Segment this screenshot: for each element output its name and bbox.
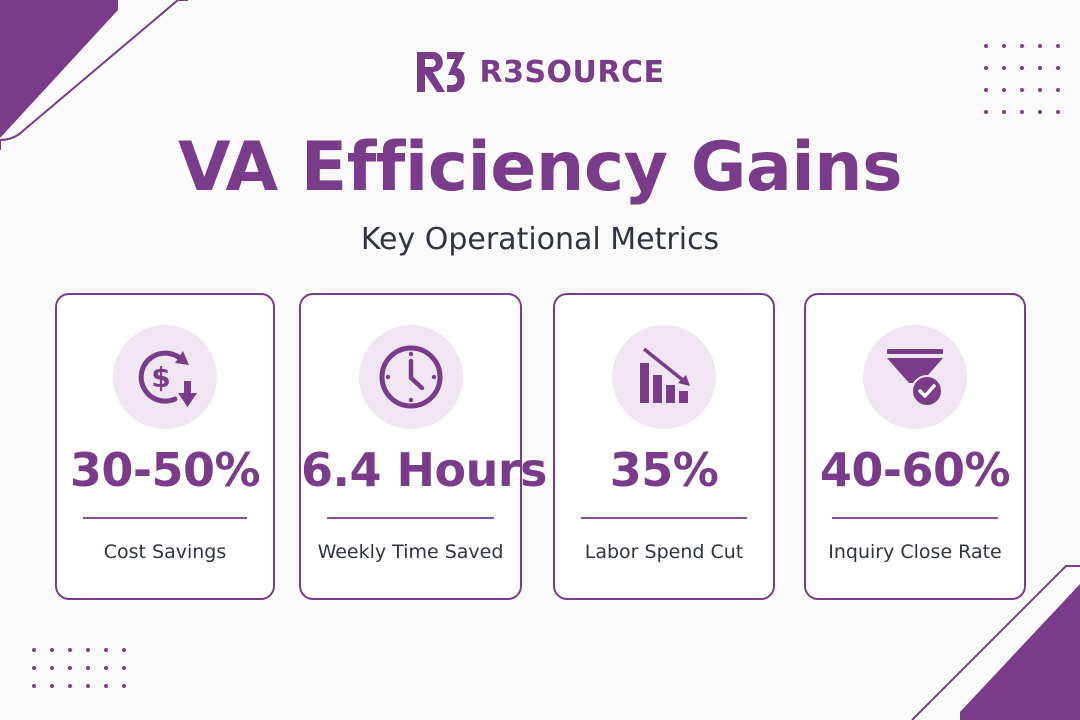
dot-grid-top-right — [984, 44, 1060, 114]
metric-label: Weekly Time Saved — [317, 541, 504, 563]
brand-logo: R3SOURCE — [0, 48, 1080, 96]
r3-logo-icon — [417, 52, 466, 93]
metric-value: 6.4 Hours — [301, 443, 547, 497]
metric-card-inquiry-close-rate: 40-60% Inquiry Close Rate — [804, 293, 1026, 600]
svg-text:$: $ — [151, 361, 170, 394]
metric-card-cost-savings: $ 30-50% Cost Savings — [55, 293, 275, 600]
corner-shape-bottom-right — [960, 584, 1080, 720]
metric-card-weekly-time-saved: 6.4 Hours Weekly Time Saved — [299, 293, 547, 600]
metric-card-labor-spend-cut: 35% Labor Spend Cut — [553, 293, 775, 600]
divider — [83, 517, 247, 519]
metric-value: 35% — [609, 443, 719, 497]
page-subtitle: Key Operational Metrics — [360, 222, 720, 257]
metric-label: Inquiry Close Rate — [828, 541, 1002, 563]
brand-name: R3SOURCE — [479, 54, 665, 90]
clock-icon — [379, 345, 442, 409]
divider — [327, 517, 494, 519]
divider — [832, 517, 998, 519]
page-title: VA Efficiency Gains — [177, 128, 903, 207]
metric-value: 40-60% — [819, 443, 1011, 497]
metric-label: Cost Savings — [103, 541, 227, 563]
divider — [581, 517, 747, 519]
dot-grid-bottom-left — [32, 648, 126, 688]
dollar-cycle-down-icon: $ — [138, 350, 197, 407]
declining-bar-chart-icon — [640, 347, 690, 403]
funnel-check-icon — [887, 349, 943, 407]
corner-shape-top-left — [0, 0, 118, 138]
metric-label: Labor Spend Cut — [584, 541, 744, 563]
metric-value: 30-50% — [69, 443, 261, 497]
